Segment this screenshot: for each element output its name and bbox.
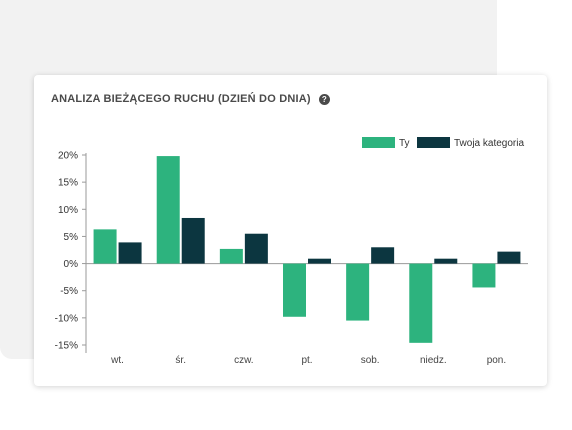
y-tick-label: 10% — [58, 205, 78, 216]
plot-area: 20% 15% 10% 5% 0% -5% -10% -15% wt. śr. czw. pt. sob… — [55, 151, 528, 366]
y-tick-label: 0% — [64, 259, 79, 270]
y-tick-label: -15% — [55, 341, 78, 352]
bar-ty[interactable] — [409, 263, 433, 343]
x-category-label: czw. — [234, 355, 253, 366]
bar-ty[interactable] — [346, 263, 370, 321]
x-category-label: niedz. — [420, 355, 447, 366]
bar-twoja-kategoria[interactable] — [118, 242, 142, 264]
x-category-label: wt. — [110, 355, 124, 366]
card-header: ANALIZA BIEŻĄCEGO RUCHU (DZIEŃ DO DNIA) … — [51, 93, 330, 105]
legend-label-twoja-kategoria: Twoja kategoria — [454, 138, 524, 149]
bar-twoja-kategoria[interactable] — [244, 233, 268, 264]
x-category-label: sob. — [361, 355, 380, 366]
chart-legend: Ty Twoja kategoria — [362, 137, 524, 149]
bar-twoja-kategoria[interactable] — [434, 258, 458, 264]
bar-twoja-kategoria[interactable] — [181, 217, 205, 264]
traffic-analysis-card: ANALIZA BIEŻĄCEGO RUCHU (DZIEŃ DO DNIA) … — [34, 75, 547, 386]
bar-ty[interactable] — [283, 263, 306, 317]
legend-label-ty: Ty — [399, 138, 410, 149]
bar-twoja-kategoria[interactable] — [497, 251, 521, 264]
bar-ty[interactable] — [156, 156, 180, 264]
y-tick-label: 15% — [58, 178, 78, 189]
y-tick-label: 5% — [64, 232, 79, 243]
bar-ty[interactable] — [219, 248, 243, 264]
y-tick-label: -10% — [55, 313, 78, 324]
bar-chart: Ty Twoja kategoria 20% 15% 10% 5% 0% -5% -10% -… — [55, 137, 528, 366]
bar-twoja-kategoria[interactable] — [308, 258, 331, 264]
card-title: ANALIZA BIEŻĄCEGO RUCHU (DZIEŃ DO DNIA) — [51, 93, 311, 105]
help-icon[interactable]: ? — [318, 93, 330, 105]
bar-ty[interactable] — [472, 263, 496, 288]
y-tick-label: -5% — [60, 286, 78, 297]
x-category-label: śr. — [175, 355, 186, 366]
x-category-label: pt. — [301, 355, 312, 366]
x-category-label: pon. — [487, 355, 506, 366]
legend-swatch-twoja-kategoria — [417, 137, 450, 148]
bar-twoja-kategoria[interactable] — [371, 247, 395, 264]
legend-swatch-ty — [362, 137, 395, 148]
bar-ty[interactable] — [93, 229, 117, 264]
y-tick-label: 20% — [58, 151, 78, 162]
